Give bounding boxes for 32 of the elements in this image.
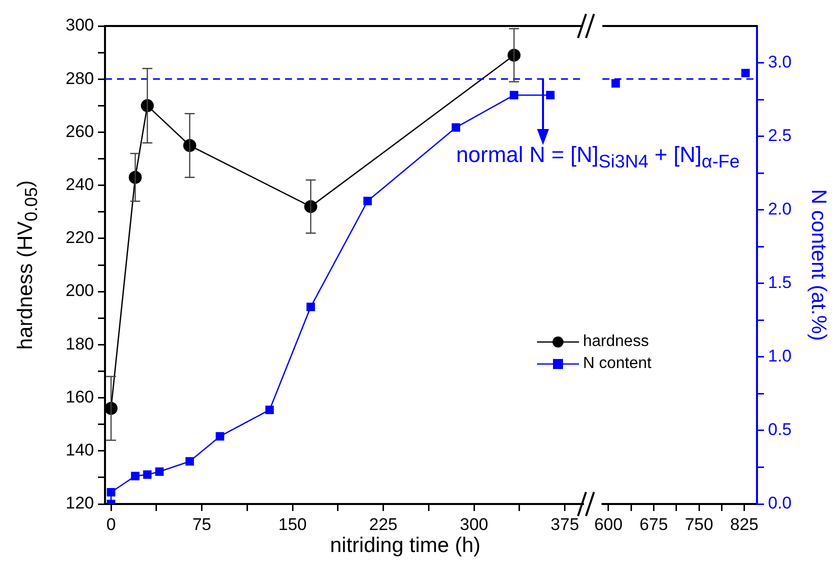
y2-tick-label: 2.5	[768, 126, 792, 145]
y-tick-label: 260	[66, 122, 94, 141]
x-tick-label: 150	[278, 514, 307, 534]
y-tick-label: 220	[66, 228, 94, 248]
y2-tick-label: 0.0	[768, 494, 792, 513]
y-tick-label: 140	[66, 440, 94, 460]
y-tick-label: 160	[66, 387, 94, 406]
y2-axis-title: N content (at.%)	[806, 189, 830, 341]
x-tick-label: 750	[684, 514, 714, 534]
x-tick-label: 75	[192, 514, 212, 534]
y2-tick-label: 1.0	[768, 346, 792, 366]
x-axis-title: nitriding time (h)	[330, 534, 481, 558]
y2-tick-label: 3.0	[768, 52, 792, 72]
x-tick-label: 0	[106, 514, 116, 534]
legend-label: N content	[583, 354, 652, 374]
x-tick-label: 825	[730, 514, 759, 534]
y-tick-label: 300	[66, 16, 94, 35]
x-tick-label: 225	[369, 514, 398, 534]
x-tick-label: 375	[550, 514, 580, 534]
y2-tick-label: 1.5	[768, 273, 792, 292]
legend-label: hardness	[583, 332, 649, 352]
y-tick-label: 240	[66, 175, 94, 194]
y-tick-label: 280	[66, 68, 94, 88]
x-tick-label: 300	[460, 514, 488, 534]
y-tick-label: 180	[66, 334, 94, 354]
y2-tick-label: 2.0	[768, 200, 792, 219]
y2-tick-label: 0.5	[768, 420, 792, 440]
y-tick-label: 120	[66, 494, 94, 513]
annotation: normal N = [N]$_{Si3N4}$ + [N]$_{α-Fe}$	[456, 142, 740, 172]
y-tick-label: 200	[66, 281, 94, 300]
x-tick-label: 600	[594, 514, 623, 534]
x-tick-label: 675	[640, 514, 668, 534]
